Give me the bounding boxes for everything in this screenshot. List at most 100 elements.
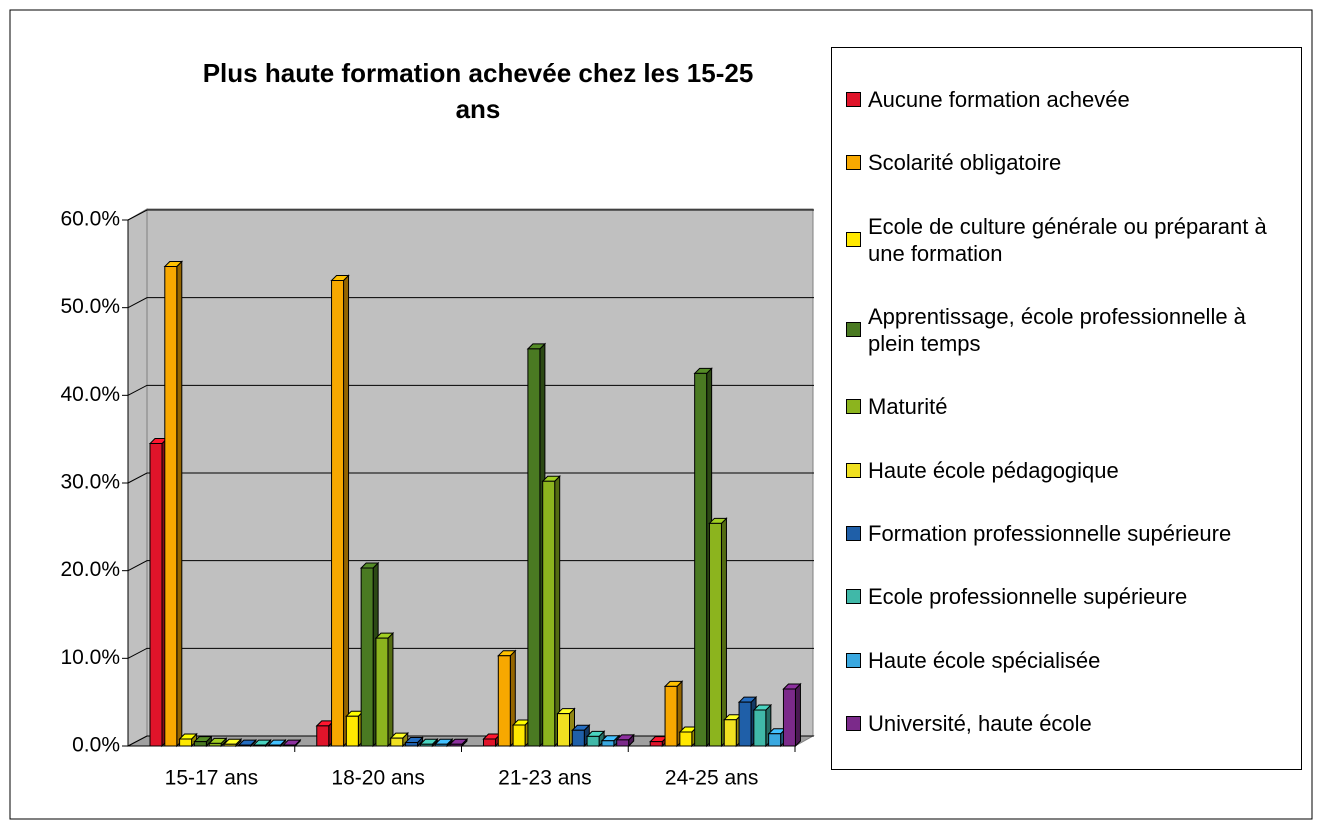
grid-line <box>127 209 814 221</box>
bar <box>222 738 243 748</box>
bar-front <box>449 743 463 747</box>
bar-front <box>512 724 526 747</box>
legend-swatch <box>846 399 861 415</box>
grid-line <box>127 647 814 659</box>
bar-front <box>738 701 752 747</box>
bar-front <box>375 637 389 747</box>
bar <box>330 274 350 748</box>
bar <box>448 738 469 748</box>
legend-item: Apprentissage, école professionnelle à p… <box>846 303 1301 357</box>
legend-item: Ecole professionnelle supérieure <box>846 583 1301 610</box>
bar <box>571 724 591 748</box>
bar-front <box>316 725 330 747</box>
bar-front <box>434 743 448 747</box>
bar <box>585 730 606 748</box>
legend-item: Haute école spécialisée <box>846 647 1301 674</box>
bar-front <box>679 731 693 747</box>
bar <box>419 738 439 748</box>
bar-front <box>527 348 541 747</box>
legend-swatch <box>846 322 861 338</box>
bar-front <box>571 729 585 747</box>
x-tick-label: 24-25 ans <box>665 767 758 790</box>
bar-front <box>164 265 178 747</box>
legend-label: Haute école pédagogique <box>868 457 1119 483</box>
legend-swatch <box>846 232 861 248</box>
y-tick-label: 30.0% <box>60 471 120 494</box>
legend-label: Scolarité obligatoire <box>868 150 1062 176</box>
x-tick-label: 15-17 ans <box>165 767 258 790</box>
bar <box>497 649 517 748</box>
bar <box>389 731 409 748</box>
bar <box>281 738 302 748</box>
legend-item: Haute école pédagogique <box>846 457 1301 484</box>
bar-front <box>193 741 207 747</box>
legend-label: Maturité <box>868 394 948 420</box>
bar-front <box>768 733 782 747</box>
legend-item: Scolarité obligatoire <box>846 149 1301 176</box>
bar-side <box>720 517 727 748</box>
y-tick-label: 40.0% <box>60 383 120 406</box>
bar-front <box>649 741 663 747</box>
x-tick-label: 18-20 ans <box>331 767 424 790</box>
bar-side <box>343 274 350 748</box>
bar <box>433 738 454 748</box>
bar-front <box>664 685 678 747</box>
bar-front <box>601 740 615 747</box>
grid-line <box>127 297 814 309</box>
legend-swatch <box>846 652 861 668</box>
grid-line <box>127 560 814 572</box>
legend-item: Université, haute école <box>846 710 1301 737</box>
bar-side <box>794 682 801 748</box>
legend-label: Université, haute école <box>868 710 1092 736</box>
bar-side <box>554 475 561 748</box>
bar <box>374 631 395 748</box>
legend-label: Haute école spécialisée <box>868 647 1101 673</box>
bar <box>663 680 684 748</box>
bar-front <box>253 744 267 747</box>
bar <box>207 737 228 748</box>
bar-front <box>390 737 404 747</box>
bar-front <box>267 744 281 747</box>
bar <box>237 738 258 748</box>
bar-front <box>708 522 722 747</box>
bar-front <box>723 719 737 747</box>
bar <box>163 260 184 748</box>
bar-front <box>616 739 630 747</box>
bar-front <box>149 443 163 747</box>
legend-item: Ecole de culture générale ou préparant à… <box>846 213 1301 267</box>
bar-front <box>694 372 708 747</box>
y-tick-label: 20.0% <box>60 558 120 581</box>
legend-swatch <box>846 589 861 605</box>
legend-swatch <box>846 525 861 541</box>
bar-side <box>387 631 394 748</box>
bar-front <box>208 742 222 747</box>
bar-front <box>405 741 419 747</box>
bar <box>541 475 561 748</box>
bar-side <box>176 260 183 748</box>
legend-label: Apprentissage, école professionnelle à p… <box>868 303 1246 356</box>
x-tick-label: 21-23 ans <box>498 767 591 790</box>
legend-label: Ecole professionnelle supérieure <box>868 584 1188 610</box>
bar-front <box>483 738 496 747</box>
bar-front <box>345 715 359 747</box>
chart-title: Plus haute formation achevée chez les 15… <box>202 58 754 124</box>
bar <box>782 682 802 748</box>
legend-swatch <box>846 715 861 731</box>
y-tick-label: 10.0% <box>60 646 120 669</box>
bar-front <box>782 688 796 747</box>
bar-front <box>331 279 345 747</box>
bar-front <box>179 738 193 747</box>
bar-front <box>223 743 237 747</box>
bar-front <box>238 744 252 747</box>
grid-line <box>127 384 814 396</box>
bar-front <box>497 655 511 747</box>
y-tick-label: 0.0% <box>72 734 120 757</box>
legend: Aucune formation achevée Scolarité obliga… <box>831 47 1302 770</box>
bar-front <box>586 735 600 747</box>
legend-label: Aucune formation achevée <box>868 87 1130 112</box>
bar <box>404 736 424 748</box>
bar-front <box>542 480 556 747</box>
bar-front <box>419 743 433 747</box>
